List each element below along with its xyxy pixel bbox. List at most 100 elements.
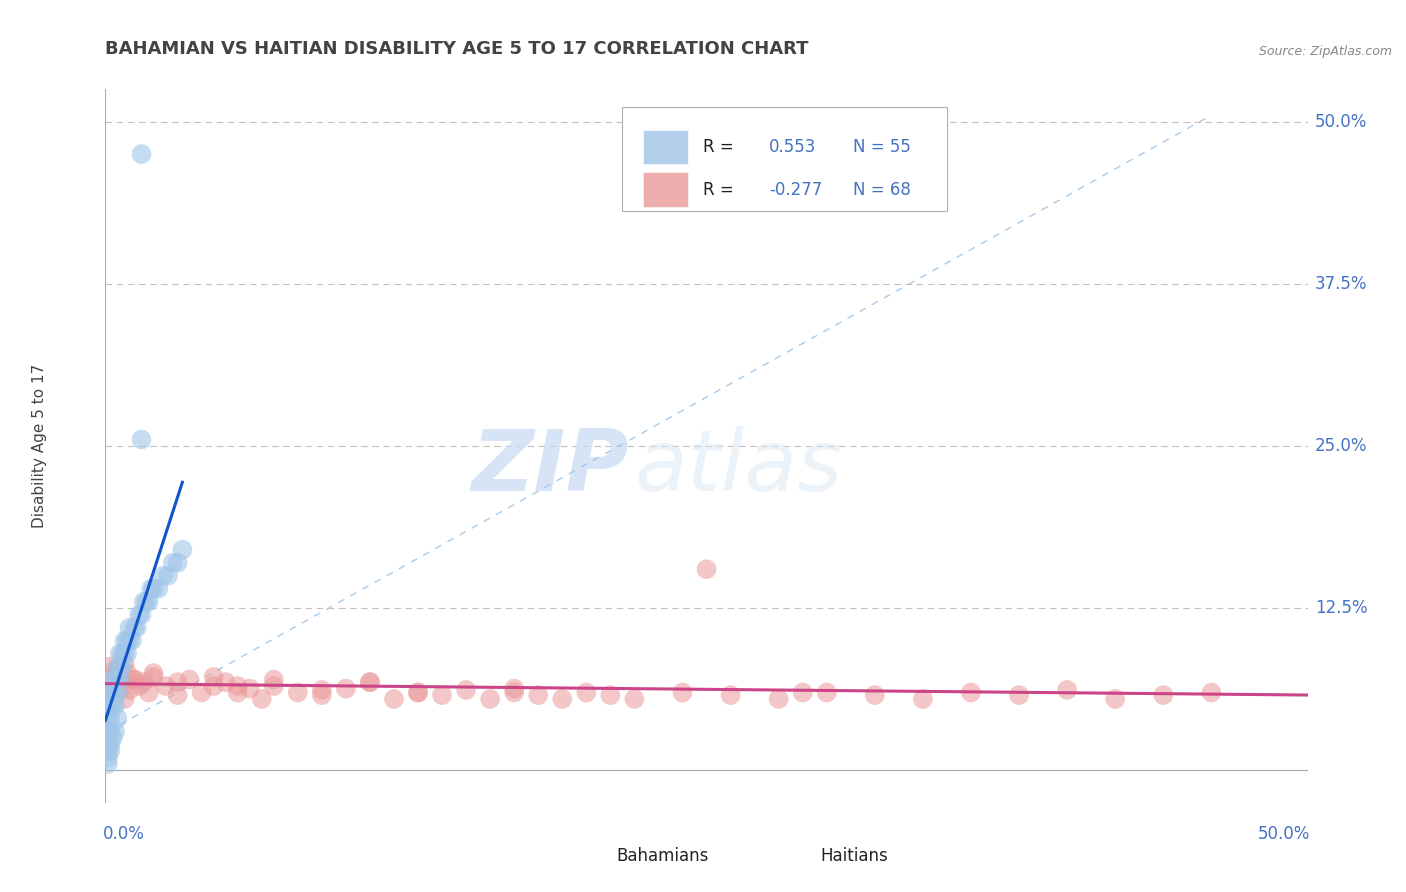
Text: Haitians: Haitians [821,847,889,865]
Text: R =: R = [703,138,740,156]
Bar [773,845,808,868]
Point [121,633,143,648]
Point [179,673,201,687]
Text: Disability Age 5 to 17: Disability Age 5 to 17 [32,364,46,528]
Point [97,744,120,758]
Point [382,692,405,706]
Point [101,698,124,713]
Point [131,607,153,622]
Text: 50.0%: 50.0% [1315,112,1367,130]
Point [128,607,150,622]
Point [107,673,129,687]
Point [239,681,262,696]
Point [111,659,134,673]
Point [815,685,838,699]
Point [98,738,121,752]
Bar [643,172,689,207]
Point [104,724,127,739]
Point [124,621,146,635]
Point [139,582,162,596]
FancyBboxPatch shape [623,107,948,211]
Text: 25.0%: 25.0% [1315,437,1367,455]
Text: BAHAMIAN VS HAITIAN DISABILITY AGE 5 TO 17 CORRELATION CHART: BAHAMIAN VS HAITIAN DISABILITY AGE 5 TO … [105,40,808,58]
Point [138,685,160,699]
Point [108,673,131,687]
Point [166,688,188,702]
Point [115,666,138,681]
Point [226,679,249,693]
Point [97,685,120,699]
Point [101,731,124,745]
Point [104,688,127,702]
Point [101,685,124,699]
Point [107,662,129,676]
Point [107,685,129,699]
Point [98,685,121,699]
Point [768,692,790,706]
Point [114,633,136,648]
Point [98,711,121,725]
Point [107,670,129,684]
Point [118,682,141,697]
Point [359,675,381,690]
Point [911,692,934,706]
Point [226,685,249,699]
Point [1152,688,1174,702]
Point [359,675,381,690]
Point [172,542,194,557]
Point [97,685,120,699]
Point [114,657,136,671]
Point [98,698,121,713]
Point [202,670,225,684]
Text: atlas: atlas [634,425,842,509]
Point [696,562,718,576]
Point [98,659,121,673]
Point [190,685,212,699]
Point [152,568,174,582]
Point [1008,688,1031,702]
Point [263,679,285,693]
Point [108,659,131,673]
Text: N = 68: N = 68 [853,180,911,199]
Point [138,595,160,609]
Point [479,692,502,706]
Point [111,647,134,661]
Point [101,673,124,687]
Text: ZIP: ZIP [471,425,628,509]
Point [132,595,155,609]
Point [142,666,165,681]
Point [142,582,165,596]
Text: N = 55: N = 55 [853,138,911,156]
Text: 50.0%: 50.0% [1257,825,1310,843]
Point [720,688,742,702]
Point [97,698,120,713]
Point [406,685,429,699]
Point [118,633,141,648]
Text: R =: R = [703,180,740,199]
Point [250,692,273,706]
Point [108,681,131,696]
Point [104,698,127,713]
Text: 0.0%: 0.0% [103,825,145,843]
Point [97,724,120,739]
Point [214,675,236,690]
Point [101,666,124,681]
Point [128,679,150,693]
Point [263,673,285,687]
Point [98,679,121,693]
Point [124,673,146,687]
Point [166,675,188,690]
Point [162,556,184,570]
Bar [643,130,689,164]
Point [503,681,526,696]
Text: Bahamians: Bahamians [616,847,709,865]
Point [155,679,177,693]
Point [671,685,693,699]
Point [131,433,153,447]
Point [97,750,120,764]
Point [335,681,357,696]
Point [118,621,141,635]
Point [406,685,429,699]
Point [114,647,136,661]
Point [101,673,124,687]
